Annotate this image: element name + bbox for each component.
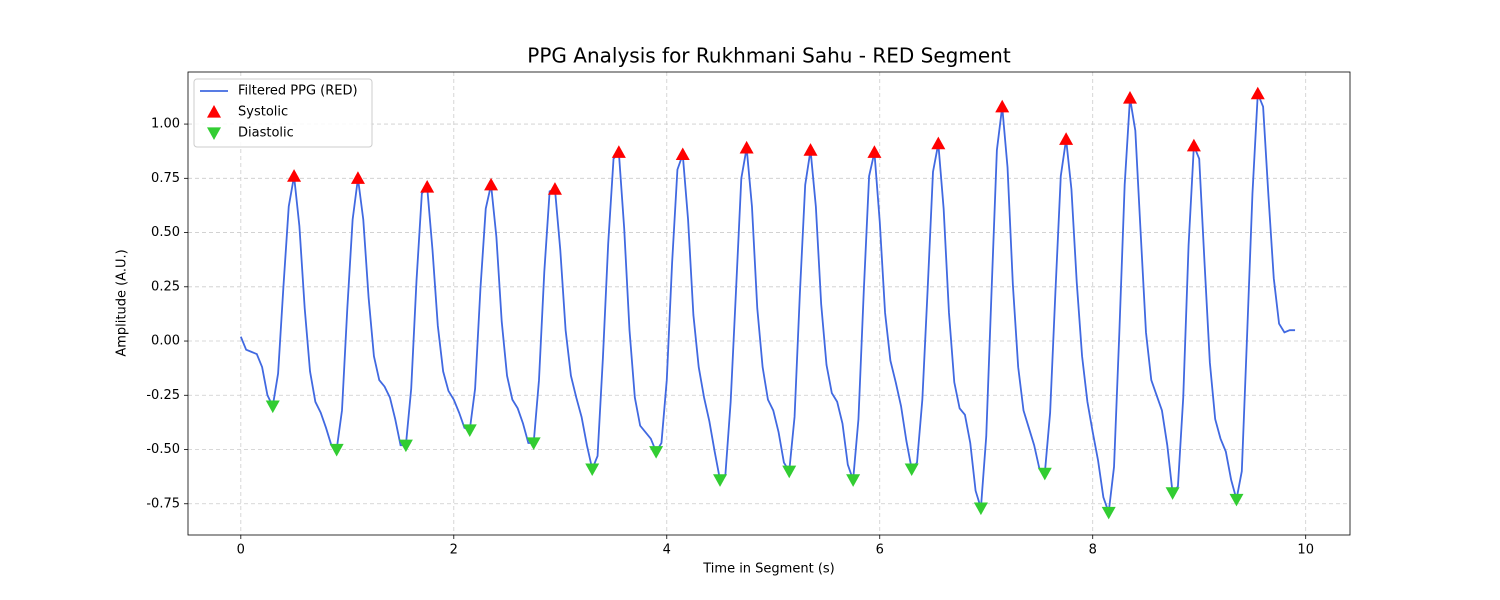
y-tick-label: -0.50 [146,442,180,457]
diastolic-marker [1101,506,1116,520]
systolic-marker [739,140,754,154]
legend-swatch [207,127,221,140]
diastolic-marker [1229,493,1244,507]
diastolic-marker [846,474,861,487]
legend-label: Systolic [238,105,288,120]
diastolic-marker [782,465,797,479]
systolic-marker [867,145,882,158]
x-tick-label: 6 [876,543,884,558]
systolic-marker [547,182,562,195]
diastolic-marker [649,446,664,459]
y-tick-label: 0.75 [151,171,180,186]
systolic-marker [803,143,818,156]
legend-box [193,78,373,148]
x-tick-label: 2 [450,543,458,558]
legend-label: Filtered PPG (RED) [238,84,358,99]
systolic-marker [350,171,365,184]
systolic-marker [675,147,690,161]
y-tick-label: 1.00 [151,117,180,132]
diastolic-marker [713,474,728,487]
y-tick-label: 0.00 [151,334,180,349]
y-tick-label: -0.75 [146,496,180,511]
ppg-line [239,93,1296,513]
systolic-marker [420,179,435,193]
x-tick-label: 10 [1297,543,1314,558]
systolic-marker [1122,91,1137,104]
x-tick-label: 0 [237,543,245,558]
systolic-marker [484,177,499,191]
diastolic-marker [462,424,477,437]
diastolic-marker [904,463,919,477]
diastolic-marker [585,463,600,477]
plot-frame [187,71,1351,536]
chart-title: PPG Analysis for Rukhmani Sahu - RED Seg… [527,44,1011,68]
y-tick-label: -0.25 [146,388,180,403]
systolic-marker [287,169,302,182]
legend-label: Diastolic [238,126,294,141]
systolic-marker [1186,138,1201,152]
systolic-marker [931,136,946,150]
diastolic-marker [265,400,280,414]
diastolic-marker [1165,487,1180,500]
legend-swatch [207,105,221,118]
x-axis-label: Time in Segment (s) [702,562,834,577]
systolic-marker [1250,86,1265,100]
x-tick-label: 8 [1089,543,1097,558]
diastolic-marker [329,443,344,457]
y-tick-label: 0.25 [151,279,180,294]
diastolic-marker [398,439,413,453]
y-tick-label: 0.50 [151,225,180,240]
diastolic-marker [973,502,988,516]
systolic-marker [611,145,626,158]
systolic-marker [1059,132,1074,145]
systolic-marker [995,99,1010,113]
x-tick-label: 4 [663,543,671,558]
diastolic-marker [526,437,541,451]
diastolic-marker [1037,467,1052,481]
y-axis-label: Amplitude (A.U.) [115,249,130,356]
